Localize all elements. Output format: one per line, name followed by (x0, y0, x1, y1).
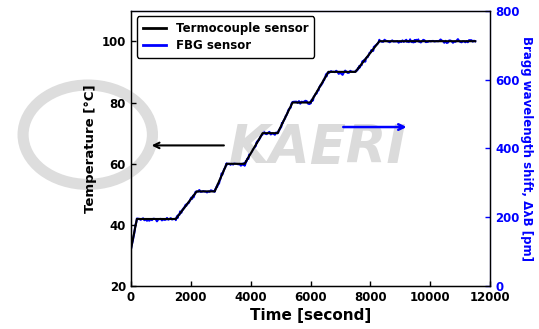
Text: KAERI: KAERI (229, 122, 407, 174)
Y-axis label: Temperature [°C]: Temperature [°C] (85, 84, 98, 213)
X-axis label: Time [second]: Time [second] (250, 309, 371, 323)
Y-axis label: Bragg wavelength shift, ΔλB [pm]: Bragg wavelength shift, ΔλB [pm] (521, 36, 534, 261)
Legend: Termocouple sensor, FBG sensor: Termocouple sensor, FBG sensor (137, 16, 314, 58)
